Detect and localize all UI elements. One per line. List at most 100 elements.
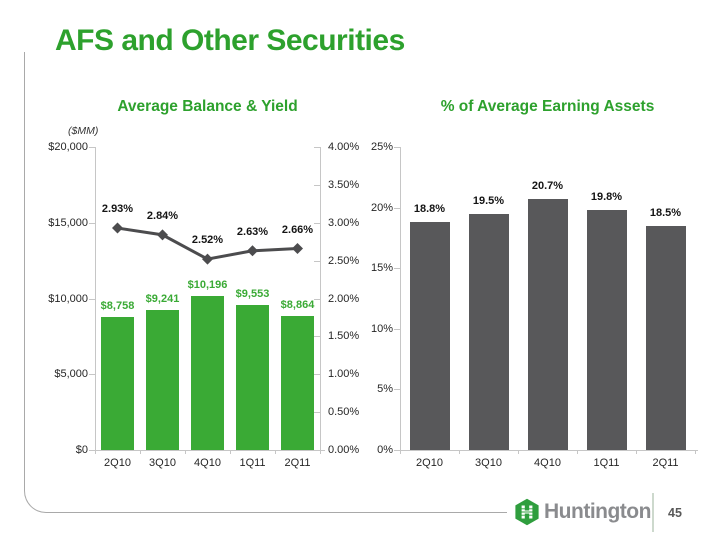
right-axis-label: 1.00%	[328, 368, 360, 381]
x-axis-tick	[577, 450, 578, 454]
slide-title: AFS and Other Securities	[55, 24, 405, 57]
page-number: 45	[668, 506, 682, 520]
left-axis-tick	[89, 450, 95, 451]
earning-assets-value-label: 20.7%	[531, 180, 564, 193]
earning-assets-bar-2Q11	[645, 225, 686, 450]
left-axis-label: $20,000	[48, 141, 88, 153]
balance-bar-2Q10	[101, 317, 134, 450]
x-axis-label: 2Q11	[652, 457, 679, 469]
right-axis-tick	[314, 450, 320, 451]
x-axis-label: 1Q11	[593, 457, 620, 469]
earning-assets-value-label: 18.8%	[413, 203, 446, 216]
x-axis-label: 3Q10	[149, 457, 176, 469]
x-axis-tick	[459, 450, 460, 454]
balance-bar-value-label: $9,241	[145, 293, 180, 305]
earning-assets-bar-1Q11	[586, 210, 627, 450]
x-axis-label: 3Q10	[475, 457, 502, 469]
balance-bar-value-label: $9,553	[235, 288, 270, 301]
x-axis-tick	[185, 450, 186, 454]
footer-divider	[652, 493, 654, 532]
yield-diamond-marker	[292, 243, 303, 255]
right-axis-label: 3.00%	[328, 216, 360, 229]
earning-assets-value-label: 18.5%	[649, 206, 682, 219]
left-axis-label: $5,000	[54, 368, 88, 381]
balance-bar-1Q11	[236, 305, 269, 450]
y-axis-tick	[394, 328, 400, 330]
x-axis-label: 1Q11	[239, 457, 266, 469]
left-axis-tick	[89, 298, 95, 300]
yield-diamond-marker	[202, 253, 213, 265]
balance-bar-value-label: $8,758	[100, 300, 135, 313]
right-axis-label: 2.50%	[328, 254, 360, 267]
right-axis-label: 1.50%	[328, 330, 360, 343]
yield-value-label: 2.66%	[281, 223, 314, 236]
balance-bar-3Q10	[146, 310, 179, 450]
x-axis-tick	[518, 450, 519, 454]
huntington-logo: Huntington	[514, 496, 651, 528]
x-axis-tick	[400, 450, 401, 454]
x-axis-label: 2Q11	[284, 457, 311, 469]
chart-title: % of Average Earning Assets	[440, 98, 655, 115]
x-axis-line	[95, 450, 325, 451]
right-axis-tick	[314, 374, 320, 376]
left-axis-label: $15,000	[48, 216, 88, 229]
plot-area: 18.8% 19.5% 20.7% 19.8% 18.5%	[394, 147, 698, 454]
right-axis-label: 0.00%	[328, 444, 360, 456]
y-axis-label: 25%	[370, 141, 393, 153]
right-axis-tick	[314, 298, 320, 300]
unit-label: ($MM)	[68, 125, 99, 137]
right-axis-label: 2.00%	[328, 292, 360, 305]
balance-bar-value-label: $8,864	[280, 298, 315, 311]
earning-assets-bar-3Q10	[468, 213, 509, 450]
yield-value-label: 2.63%	[236, 225, 269, 238]
right-axis-tick	[314, 336, 320, 338]
x-axis-tick	[230, 450, 231, 454]
y-axis-label: 15%	[370, 262, 393, 275]
y-axis-tick	[394, 147, 400, 148]
left-axis-label: $10,000	[48, 292, 88, 305]
balance-bar-4Q10	[191, 295, 224, 450]
left-axis-line	[95, 147, 96, 450]
right-axis-label: 4.00%	[328, 141, 360, 153]
earning-assets-value-label: 19.5%	[472, 194, 505, 207]
left-axis-label: $0	[75, 444, 88, 456]
right-axis-tick	[314, 147, 320, 148]
y-axis-tick	[394, 389, 400, 391]
x-axis-tick	[636, 450, 637, 454]
balance-bar-2Q11	[281, 315, 314, 450]
yield-diamond-marker	[247, 245, 258, 257]
x-axis-label: 4Q10	[534, 457, 561, 469]
right-axis-tick	[314, 260, 320, 262]
x-axis-line	[400, 450, 698, 451]
y-axis-label: 5%	[377, 383, 393, 396]
yield-value-label: 2.84%	[146, 209, 179, 222]
right-axis-tick	[314, 412, 320, 414]
balance-bar-value-label: $10,196	[187, 278, 228, 291]
x-axis-tick	[95, 450, 96, 454]
left-axis-tick	[89, 374, 95, 376]
plot-area: $8,758 $9,241 $10,196 $9,553 $8,864 2.93% 2.84…	[89, 147, 325, 454]
chart-pct-average-earning-assets: % of Average Earning Assets 18.8% 19.5% 20…	[355, 95, 715, 495]
right-axis-label: 0.50%	[328, 406, 360, 419]
y-axis-tick	[394, 450, 400, 451]
left-axis-tick	[89, 222, 95, 224]
yield-value-label: 2.93%	[101, 203, 134, 216]
yield-diamond-marker	[112, 222, 123, 234]
y-axis-tick	[394, 268, 400, 270]
x-axis-label: 2Q10	[416, 457, 443, 469]
chart-title: Average Balance & Yield	[117, 98, 298, 115]
earning-assets-bar-2Q10	[409, 222, 450, 450]
right-axis-label: 3.50%	[328, 178, 360, 191]
x-axis-tick	[275, 450, 276, 454]
yield-diamond-marker	[157, 229, 168, 241]
x-axis-tick	[140, 450, 141, 454]
y-axis-tick	[394, 207, 400, 209]
x-axis-label: 2Q10	[104, 457, 131, 469]
decorative-frame	[24, 52, 507, 513]
x-axis-tick	[320, 450, 321, 454]
earning-assets-bar-4Q10	[527, 199, 568, 450]
left-axis-tick	[89, 147, 95, 148]
chart-average-balance-yield: Average Balance & Yield ($MM) $8,758 $9,2…	[30, 95, 370, 495]
yield-value-label: 2.52%	[191, 234, 224, 247]
